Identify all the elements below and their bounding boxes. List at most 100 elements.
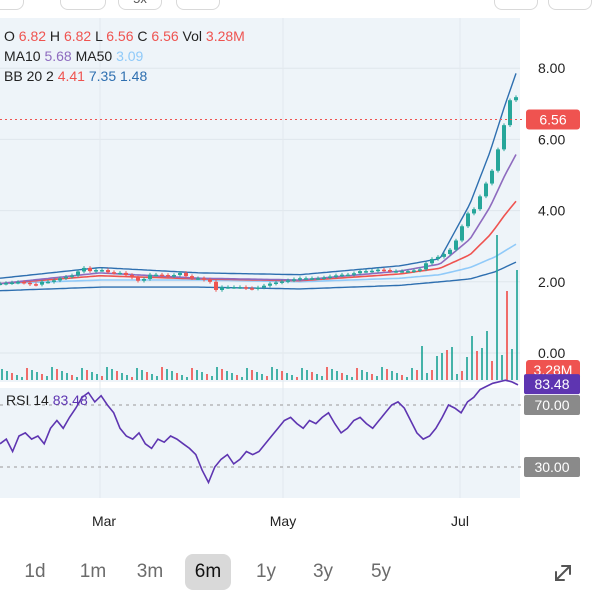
open-value: 6.82 bbox=[18, 28, 47, 44]
candle-body bbox=[94, 270, 98, 272]
volume-bar bbox=[276, 369, 278, 380]
rsi-level-badge bbox=[524, 395, 580, 415]
volume-bar bbox=[326, 367, 328, 380]
timeframe-1m[interactable]: 1m bbox=[79, 561, 107, 582]
volume-bar bbox=[251, 370, 253, 380]
timeframe-3y[interactable]: 3y bbox=[312, 561, 334, 582]
volume-bar bbox=[136, 368, 138, 380]
candle-body bbox=[472, 209, 476, 214]
candle-body bbox=[436, 256, 440, 260]
rsi-value-badge bbox=[524, 374, 580, 395]
candle-body bbox=[376, 269, 380, 272]
chart-svg[interactable]: 8.00 6.00 4.00 2.00 0.00 6.56 3.28M 70.00 30.00 8… bbox=[0, 0, 600, 540]
ma10-label: MA10 bbox=[4, 48, 41, 64]
candle-body bbox=[28, 282, 32, 285]
volume-bar bbox=[226, 371, 228, 380]
timeframe-5y[interactable]: 5y bbox=[370, 561, 392, 582]
candle-body bbox=[22, 281, 26, 284]
ma-row: MA10 5.68 MA50 3.09 bbox=[4, 46, 245, 66]
ohlc-row: O 6.82 H 6.82 L 6.56 C 6.56 Vol 3.28M bbox=[4, 26, 245, 46]
volume-bar bbox=[491, 361, 493, 380]
candle-body bbox=[490, 170, 494, 184]
volume-bar bbox=[506, 291, 508, 380]
volume-bar bbox=[151, 374, 153, 380]
expand-icon[interactable] bbox=[548, 558, 578, 588]
bb-label: BB 20 2 bbox=[4, 68, 54, 84]
volume-bar bbox=[256, 372, 258, 380]
volume-bar bbox=[271, 367, 273, 380]
volume-bar bbox=[341, 373, 343, 380]
volume-bar bbox=[456, 374, 458, 380]
candle-body bbox=[346, 274, 350, 277]
volume-bar bbox=[146, 372, 148, 380]
volume-bar bbox=[106, 367, 108, 380]
candle-body bbox=[502, 125, 506, 150]
candle-body bbox=[58, 278, 62, 281]
candle-body bbox=[130, 275, 134, 278]
candle-body bbox=[0, 283, 2, 286]
volume-bar bbox=[266, 376, 268, 380]
volume-bar bbox=[46, 376, 48, 380]
last-price-badge bbox=[526, 109, 580, 130]
volume-bar bbox=[301, 368, 303, 380]
volume-bar bbox=[381, 367, 383, 380]
candle-body bbox=[244, 287, 248, 289]
candle-body bbox=[406, 271, 410, 273]
rsi-label: RSI 14 bbox=[6, 392, 49, 408]
timeframe-1y[interactable]: 1y bbox=[255, 561, 277, 582]
candle-body bbox=[208, 279, 212, 282]
volume-bar bbox=[286, 373, 288, 380]
low-value: 6.56 bbox=[106, 28, 134, 44]
candle-body bbox=[382, 269, 386, 272]
candle-body bbox=[340, 274, 344, 277]
candle-body bbox=[292, 279, 296, 281]
volume-bar bbox=[241, 377, 243, 380]
volume-bar bbox=[446, 350, 448, 380]
candle-body bbox=[328, 276, 332, 278]
candle-body bbox=[316, 278, 320, 280]
candle-body bbox=[310, 278, 314, 280]
candle-body bbox=[88, 267, 92, 272]
volume-bar bbox=[61, 371, 63, 380]
volume-bar bbox=[141, 370, 143, 380]
high-label: H bbox=[49, 28, 61, 44]
candle-body bbox=[46, 281, 50, 284]
candle-body bbox=[448, 249, 452, 255]
volume-bar bbox=[116, 371, 118, 380]
volume-bar bbox=[166, 369, 168, 380]
close-label: C bbox=[137, 28, 148, 44]
rsi-legend: RSI 14 83.48 bbox=[6, 392, 88, 408]
candle-body bbox=[304, 278, 308, 280]
volume-bar bbox=[196, 370, 198, 380]
candle-body bbox=[334, 275, 338, 277]
volume-bar bbox=[216, 367, 218, 380]
volume-bar bbox=[131, 377, 133, 380]
volume-bar bbox=[431, 370, 433, 380]
volume-bar bbox=[21, 377, 23, 380]
volume-bar bbox=[416, 370, 418, 380]
candle-body bbox=[466, 213, 470, 227]
volume-bar bbox=[96, 374, 98, 380]
candle-body bbox=[76, 271, 80, 276]
timeframe-1d[interactable]: 1d bbox=[24, 561, 46, 582]
volume-bar bbox=[291, 375, 293, 380]
open-label: O bbox=[4, 28, 15, 44]
candle-body bbox=[232, 287, 236, 289]
timeframe-6m[interactable]: 6m bbox=[185, 554, 231, 590]
timeframe-3m[interactable]: 3m bbox=[136, 561, 164, 582]
volume-bar bbox=[401, 375, 403, 380]
time-tick-label: Jul bbox=[451, 513, 469, 529]
volume-bar bbox=[306, 370, 308, 380]
volume-bar bbox=[351, 377, 353, 380]
volume-bar bbox=[511, 349, 513, 380]
price-tick-label: 0.00 bbox=[538, 345, 565, 361]
candle-body bbox=[142, 278, 146, 281]
candle-body bbox=[202, 278, 206, 280]
volume-bar bbox=[186, 377, 188, 380]
candle-body bbox=[220, 287, 224, 290]
price-pane-background bbox=[0, 18, 520, 382]
candle-body bbox=[454, 240, 458, 250]
volume-bar bbox=[516, 270, 518, 380]
candle-body bbox=[100, 270, 104, 272]
volume-bar bbox=[26, 368, 28, 380]
